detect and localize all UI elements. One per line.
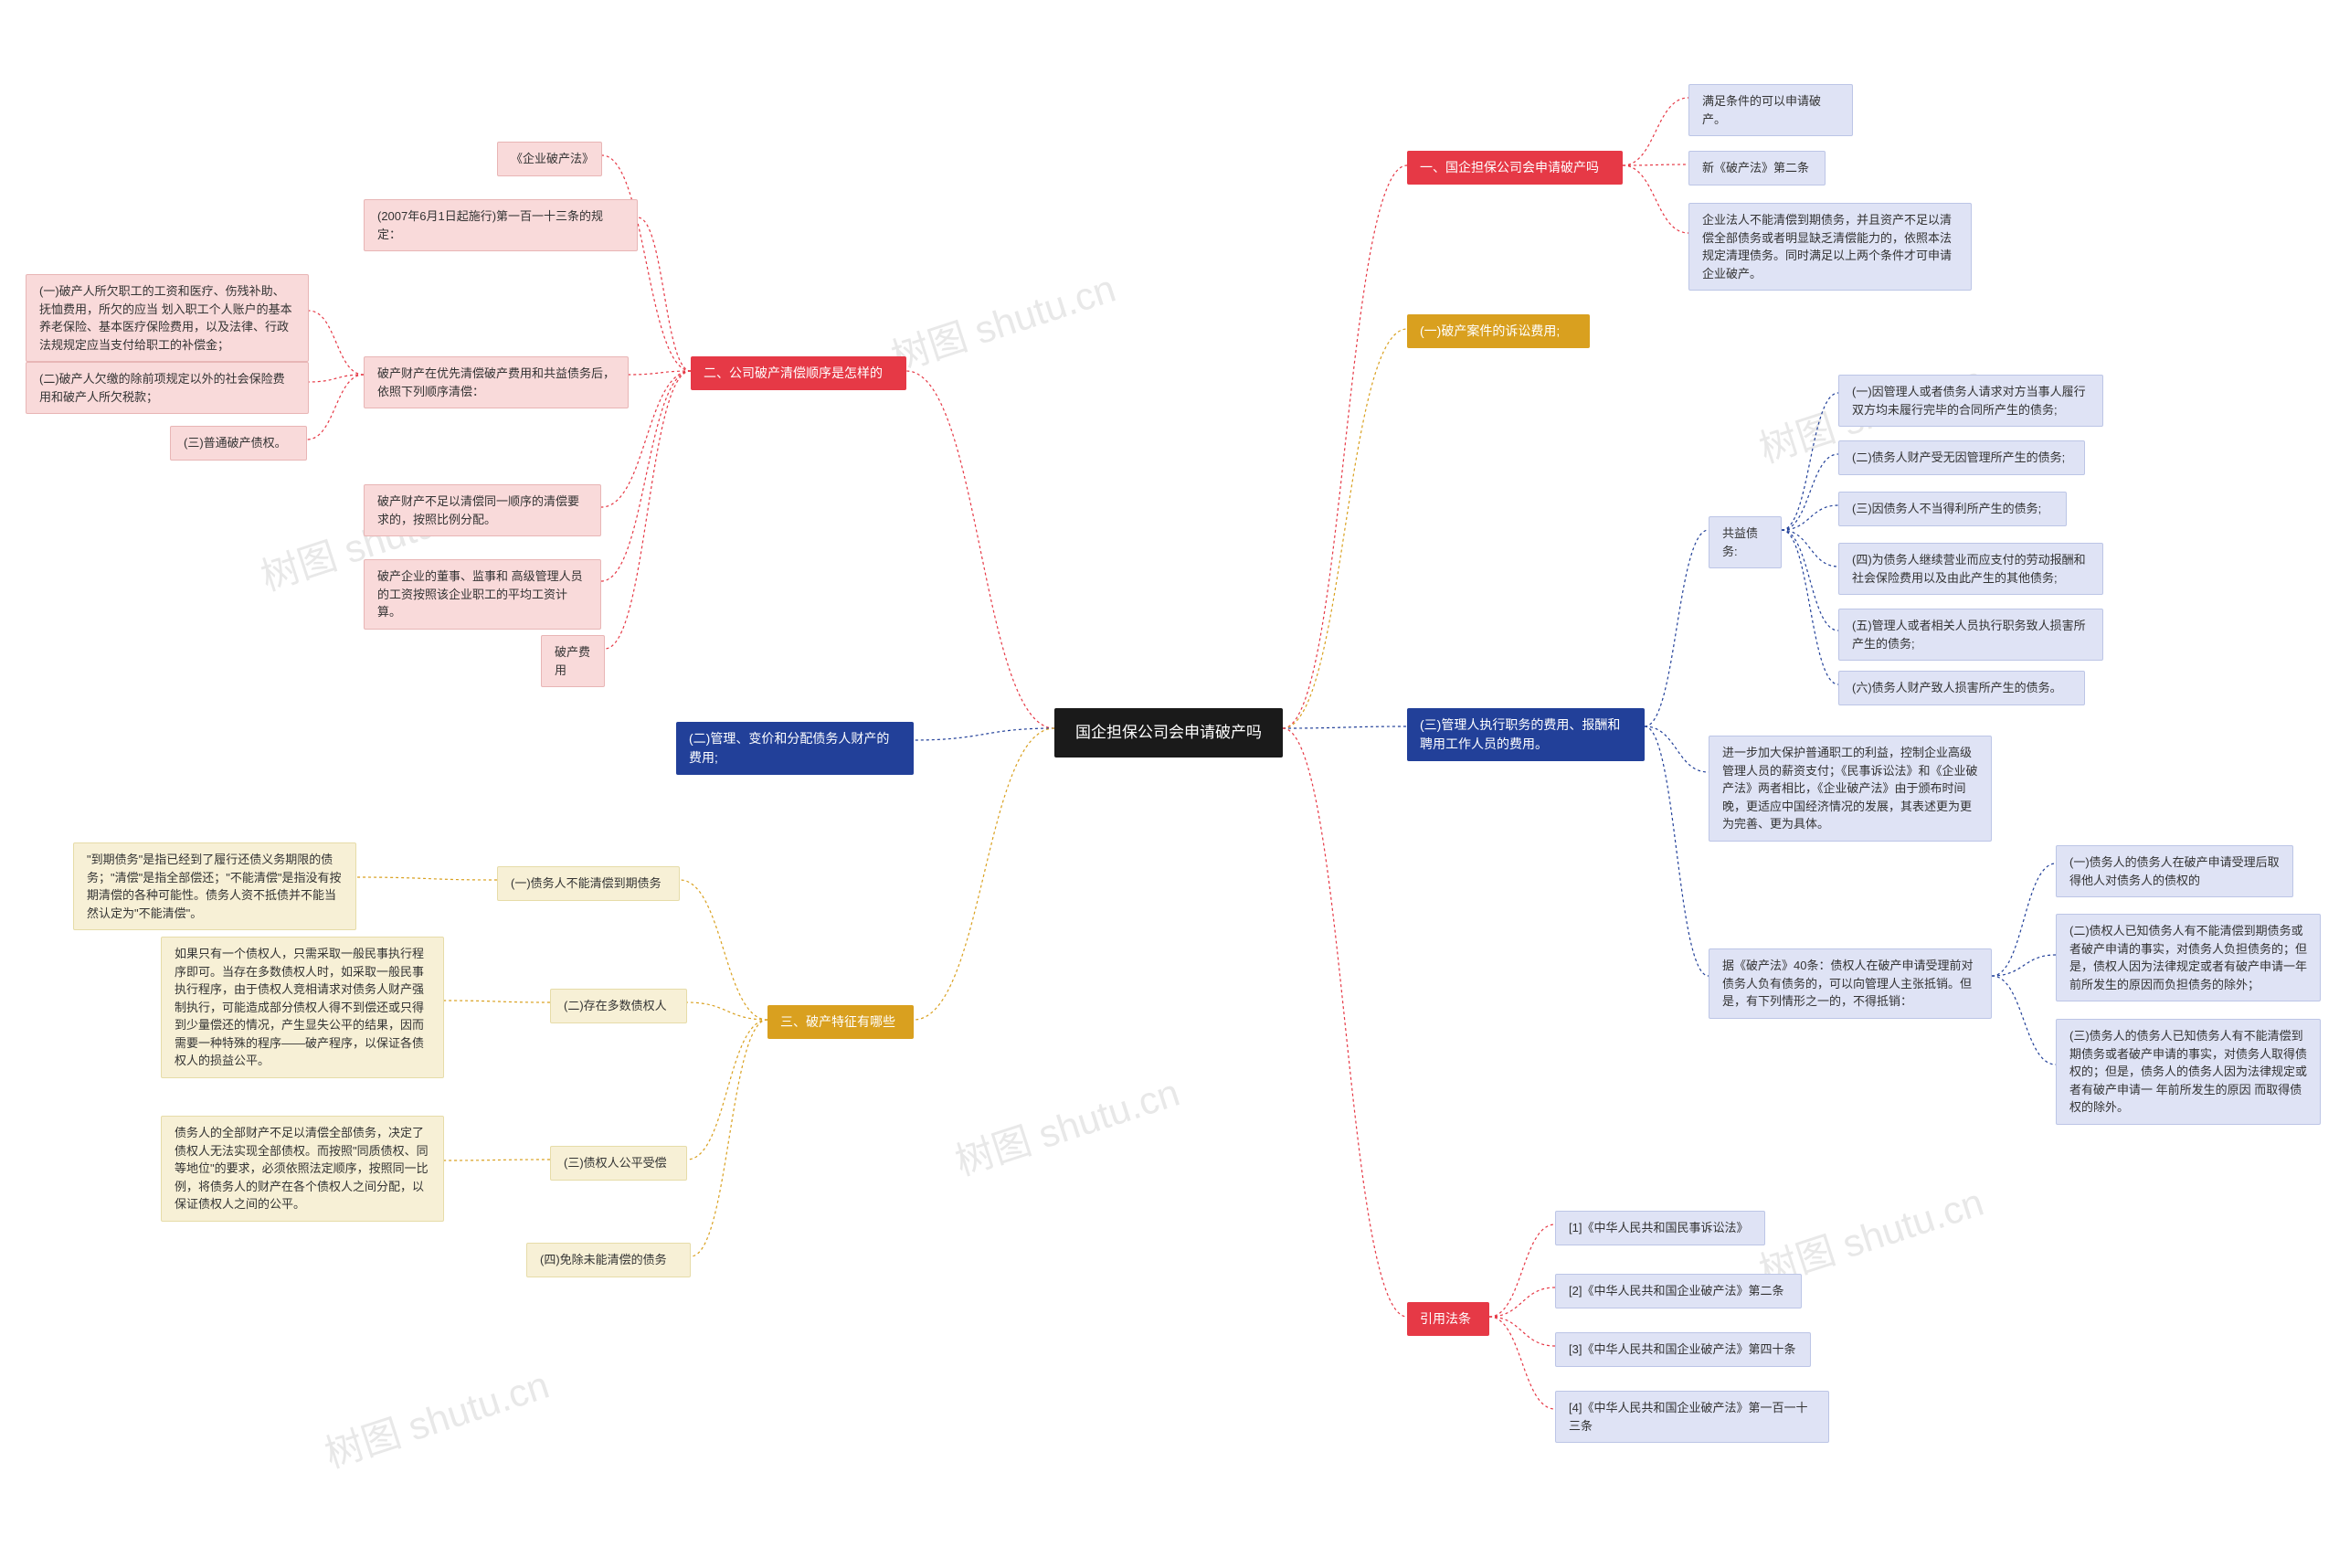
node-r3_40b: (二)债权人已知债务人有不能清偿到期债务或者破产申请的事实，对债务人负担债务的；…: [2056, 914, 2321, 1001]
node-r3_40c: (三)债务人的债务人已知债务人有不能清偿到期债务或者破产申请的事实，对债务人取得…: [2056, 1019, 2321, 1125]
watermark: 树图 shutu.cn: [947, 1062, 1186, 1187]
node-l1d: 破产财产不足以清偿同一顺序的清偿要求的，按照比例分配。: [364, 484, 601, 536]
node-r3_gy1: (一)因管理人或者债务人请求对方当事人履行双方均未履行完毕的合同所产生的债务;: [1838, 375, 2103, 427]
node-l3b: (二)存在多数债权人: [550, 989, 687, 1023]
watermark: 树图 shutu.cn: [317, 1354, 556, 1479]
node-r3_gy: 共益债务:: [1709, 516, 1782, 568]
node-r4: 引用法条: [1407, 1302, 1489, 1336]
node-r1b: 新《破产法》第二条: [1688, 151, 1826, 185]
node-l1c3: (三)普通破产债权。: [170, 426, 307, 461]
node-r4a: [1]《中华人民共和国民事诉讼法》: [1555, 1211, 1765, 1245]
node-l1a: 《企业破产法》: [497, 142, 602, 176]
node-r3_40: 据《破产法》40条：债权人在破产申请受理前对债务人负有债务的，可以向管理人主张抵…: [1709, 948, 1992, 1019]
node-r3_gy3: (三)因债务人不当得利所产生的债务;: [1838, 492, 2067, 526]
node-r3: (三)管理人执行职务的费用、报酬和聘用工作人员的费用。: [1407, 708, 1645, 761]
center-node: 国企担保公司会申请破产吗: [1054, 708, 1283, 758]
node-l1f: 破产费用: [541, 635, 605, 687]
node-l1c2: (二)破产人欠缴的除前项规定以外的社会保险费用和破产人所欠税款；: [26, 362, 309, 414]
node-r3_gy2: (二)债务人财产受无因管理所产生的债务;: [1838, 440, 2085, 475]
node-l3: 三、破产特征有哪些: [767, 1005, 914, 1039]
node-l1e: 破产企业的董事、监事和 高级管理人员的工资按照该企业职工的平均工资计算。: [364, 559, 601, 630]
node-l3c1: 债务人的全部财产不足以清偿全部债务，决定了债权人无法实现全部债权。而按照"同质债…: [161, 1116, 444, 1222]
node-l3a: (一)债务人不能清偿到期债务: [497, 866, 680, 901]
node-r1: 一、国企担保公司会申请破产吗: [1407, 151, 1623, 185]
node-r3_gy4: (四)为债务人继续营业而应支付的劳动报酬和社会保险费用以及由此产生的其他债务;: [1838, 543, 2103, 595]
node-l2: (二)管理、变价和分配债务人财产的费用;: [676, 722, 914, 775]
node-l1b: (2007年6月1日起施行)第一百一十三条的规定：: [364, 199, 638, 251]
node-l3c: (三)债权人公平受偿: [550, 1146, 687, 1181]
node-l1c: 破产财产在优先清偿破产费用和共益债务后，依照下列顺序清偿：: [364, 356, 629, 408]
node-r4b: [2]《中华人民共和国企业破产法》第二条: [1555, 1274, 1802, 1308]
watermark: 树图 shutu.cn: [884, 258, 1122, 383]
node-r3_40a: (一)债务人的债务人在破产申请受理后取得他人对债务人的债权的: [2056, 845, 2293, 897]
node-r4c: [3]《中华人民共和国企业破产法》第四十条: [1555, 1332, 1811, 1367]
node-r2: (一)破产案件的诉讼费用;: [1407, 314, 1590, 348]
node-r4d: [4]《中华人民共和国企业破产法》第一百一十三条: [1555, 1391, 1829, 1443]
node-l3b1: 如果只有一个债权人，只需采取一般民事执行程序即可。当存在多数债权人时，如采取一般…: [161, 937, 444, 1078]
node-r1c: 企业法人不能清偿到期债务，并且资产不足以清偿全部债务或者明显缺乏清偿能力的，依照…: [1688, 203, 1972, 291]
node-l1c1: (一)破产人所欠职工的工资和医疗、伤残补助、抚恤费用，所欠的应当 划入职工个人账…: [26, 274, 309, 362]
node-r1a: 满足条件的可以申请破产。: [1688, 84, 1853, 136]
node-l3a1: "到期债务"是指已经到了履行还债义务期限的债务；"清偿"是指全部偿还；"不能清偿…: [73, 842, 356, 930]
node-l1: 二、公司破产清偿顺序是怎样的: [691, 356, 906, 390]
node-r3_jy: 进一步加大保护普通职工的利益，控制企业高级管理人员的薪资支付；《民事诉讼法》和《…: [1709, 736, 1992, 842]
node-r3_gy6: (六)债务人财产致人损害所产生的债务。: [1838, 671, 2085, 705]
node-l3d: (四)免除未能清偿的债务: [526, 1243, 691, 1277]
node-r3_gy5: (五)管理人或者相关人员执行职务致人损害所产生的债务;: [1838, 609, 2103, 661]
